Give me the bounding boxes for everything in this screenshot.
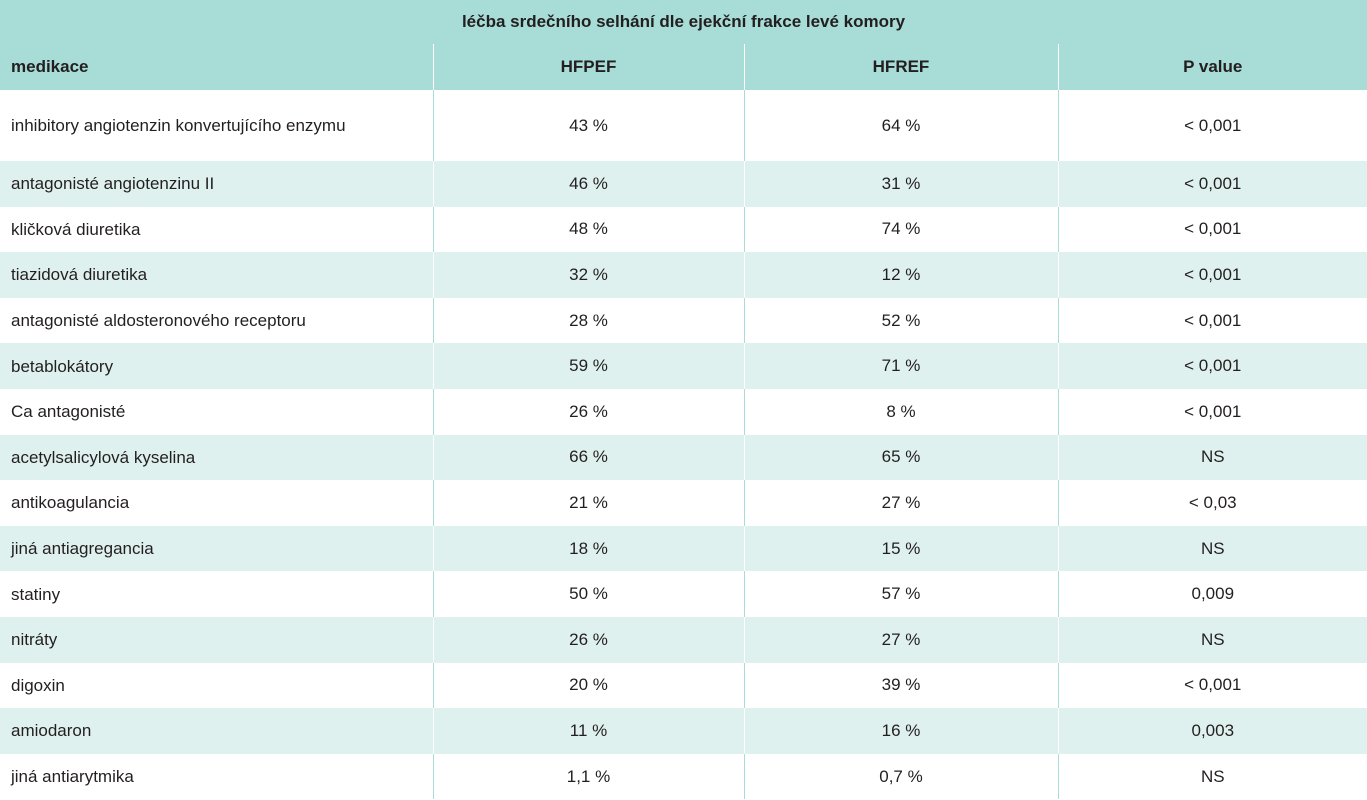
cell-p-value: < 0,001 — [1057, 297, 1367, 344]
cell-hfref: 39 % — [743, 662, 1058, 709]
table-row: antikoagulancia 21 % 27 % < 0,03 — [0, 480, 1367, 526]
cell-p-value: < 0,001 — [1057, 90, 1367, 161]
cell-hfpef: 66 % — [432, 434, 744, 481]
cell-hfpef: 43 % — [432, 90, 744, 161]
cell-p-value: < 0,001 — [1057, 343, 1367, 389]
table-row: kličková diuretika 48 % 74 % < 0,001 — [0, 206, 1367, 253]
cell-hfref: 15 % — [743, 525, 1058, 572]
cell-hfref: 27 % — [743, 616, 1058, 663]
cell-medikace: inhibitory angiotenzin konvertujícího en… — [11, 116, 346, 135]
cell-medikace: digoxin — [11, 675, 65, 695]
table-row: Ca antagonisté 26 % 8 % < 0,001 — [0, 388, 1367, 435]
cell-hfref: 16 % — [743, 708, 1058, 754]
cell-hfpef: 32 % — [432, 252, 744, 298]
cell-hfpef: 48 % — [432, 206, 744, 253]
cell-medikace: tiazidová diuretika — [11, 265, 148, 285]
table-row: betablokátory 59 % 71 % < 0,001 — [0, 343, 1367, 389]
table-row: jiná antiarytmika 1,1 % 0,7 % NS — [0, 753, 1367, 800]
cell-medikace: betablokátory — [11, 356, 114, 376]
table-row: antagonisté angiotenzinu II 46 % 31 % < … — [0, 161, 1367, 207]
cell-p-value: NS — [1057, 434, 1367, 481]
cell-medikace: acetylsalicylová kyselina — [11, 447, 196, 467]
cell-medikace: nitráty — [11, 630, 58, 650]
cell-medikace: Ca antagonisté — [11, 402, 126, 422]
cell-hfpef: 46 % — [432, 161, 744, 207]
column-header-p-value: P value — [1057, 44, 1367, 90]
cell-p-value: 0,003 — [1057, 708, 1367, 754]
cell-medikace: antikoagulancia — [11, 493, 130, 513]
cell-medikace: jiná antiarytmika — [11, 767, 134, 787]
cell-hfpef: 26 % — [432, 616, 744, 663]
cell-hfref: 64 % — [743, 90, 1058, 161]
table-row: jiná antiagregancia 18 % 15 % NS — [0, 525, 1367, 572]
column-header-hfref: HFREF — [743, 44, 1058, 90]
cell-hfpef: 1,1 % — [432, 753, 744, 800]
cell-hfref: 27 % — [743, 480, 1058, 526]
table-header-row: medikace HFPEF HFREF P value — [0, 44, 1367, 90]
table-row: digoxin 20 % 39 % < 0,001 — [0, 662, 1367, 709]
cell-hfref: 65 % — [743, 434, 1058, 481]
cell-hfref: 0,7 % — [743, 753, 1058, 800]
cell-p-value: NS — [1057, 753, 1367, 800]
column-header-hfpef: HFPEF — [432, 44, 744, 90]
table-row: amiodaron 11 % 16 % 0,003 — [0, 708, 1367, 754]
cell-medikace: antagonisté aldosteronového receptoru — [11, 311, 306, 331]
cell-medikace: antagonisté angiotenzinu II — [11, 174, 215, 194]
cell-p-value: NS — [1057, 616, 1367, 663]
cell-hfref: 71 % — [743, 343, 1058, 389]
cell-hfref: 12 % — [743, 252, 1058, 298]
cell-p-value: < 0,001 — [1057, 252, 1367, 298]
cell-medikace: jiná antiagregancia — [11, 539, 154, 559]
table-body: inhibitory angiotenzin konvertujícího en… — [0, 90, 1367, 800]
cell-medikace: kličková diuretika — [11, 219, 141, 239]
cell-hfpef: 28 % — [432, 297, 744, 344]
cell-hfref: 31 % — [743, 161, 1058, 207]
cell-p-value: < 0,001 — [1057, 388, 1367, 435]
cell-p-value: < 0,001 — [1057, 161, 1367, 207]
table-caption: léčba srdečního selhání dle ejekční frak… — [0, 0, 1367, 44]
cell-p-value: NS — [1057, 525, 1367, 572]
cell-hfref: 8 % — [743, 388, 1058, 435]
cell-p-value: < 0,001 — [1057, 206, 1367, 253]
cell-hfpef: 59 % — [432, 343, 744, 389]
table-row: statiny 50 % 57 % 0,009 — [0, 571, 1367, 617]
cell-hfref: 57 % — [743, 571, 1058, 617]
cell-medikace: amiodaron — [11, 721, 92, 741]
cell-hfpef: 18 % — [432, 525, 744, 572]
cell-hfpef: 26 % — [432, 388, 744, 435]
table-caption-row: léčba srdečního selhání dle ejekční frak… — [0, 0, 1367, 44]
cell-hfref: 74 % — [743, 206, 1058, 253]
cell-hfpef: 50 % — [432, 571, 744, 617]
cell-hfpef: 20 % — [432, 662, 744, 709]
cell-hfref: 52 % — [743, 297, 1058, 344]
table-row: nitráty 26 % 27 % NS — [0, 616, 1367, 663]
cell-hfpef: 11 % — [432, 708, 744, 754]
table-row: inhibitory angiotenzin konvertujícího en… — [0, 90, 1367, 161]
table-row: antagonisté aldosteronového receptoru 28… — [0, 297, 1367, 344]
cell-hfpef: 21 % — [432, 480, 744, 526]
table-row: tiazidová diuretika 32 % 12 % < 0,001 — [0, 252, 1367, 298]
cell-p-value: 0,009 — [1057, 571, 1367, 617]
cell-p-value: < 0,03 — [1057, 480, 1367, 526]
table-row: acetylsalicylová kyselina 66 % 65 % NS — [0, 434, 1367, 481]
cell-p-value: < 0,001 — [1057, 662, 1367, 709]
cell-medikace: statiny — [11, 584, 61, 604]
column-header-medikace: medikace — [0, 44, 433, 90]
